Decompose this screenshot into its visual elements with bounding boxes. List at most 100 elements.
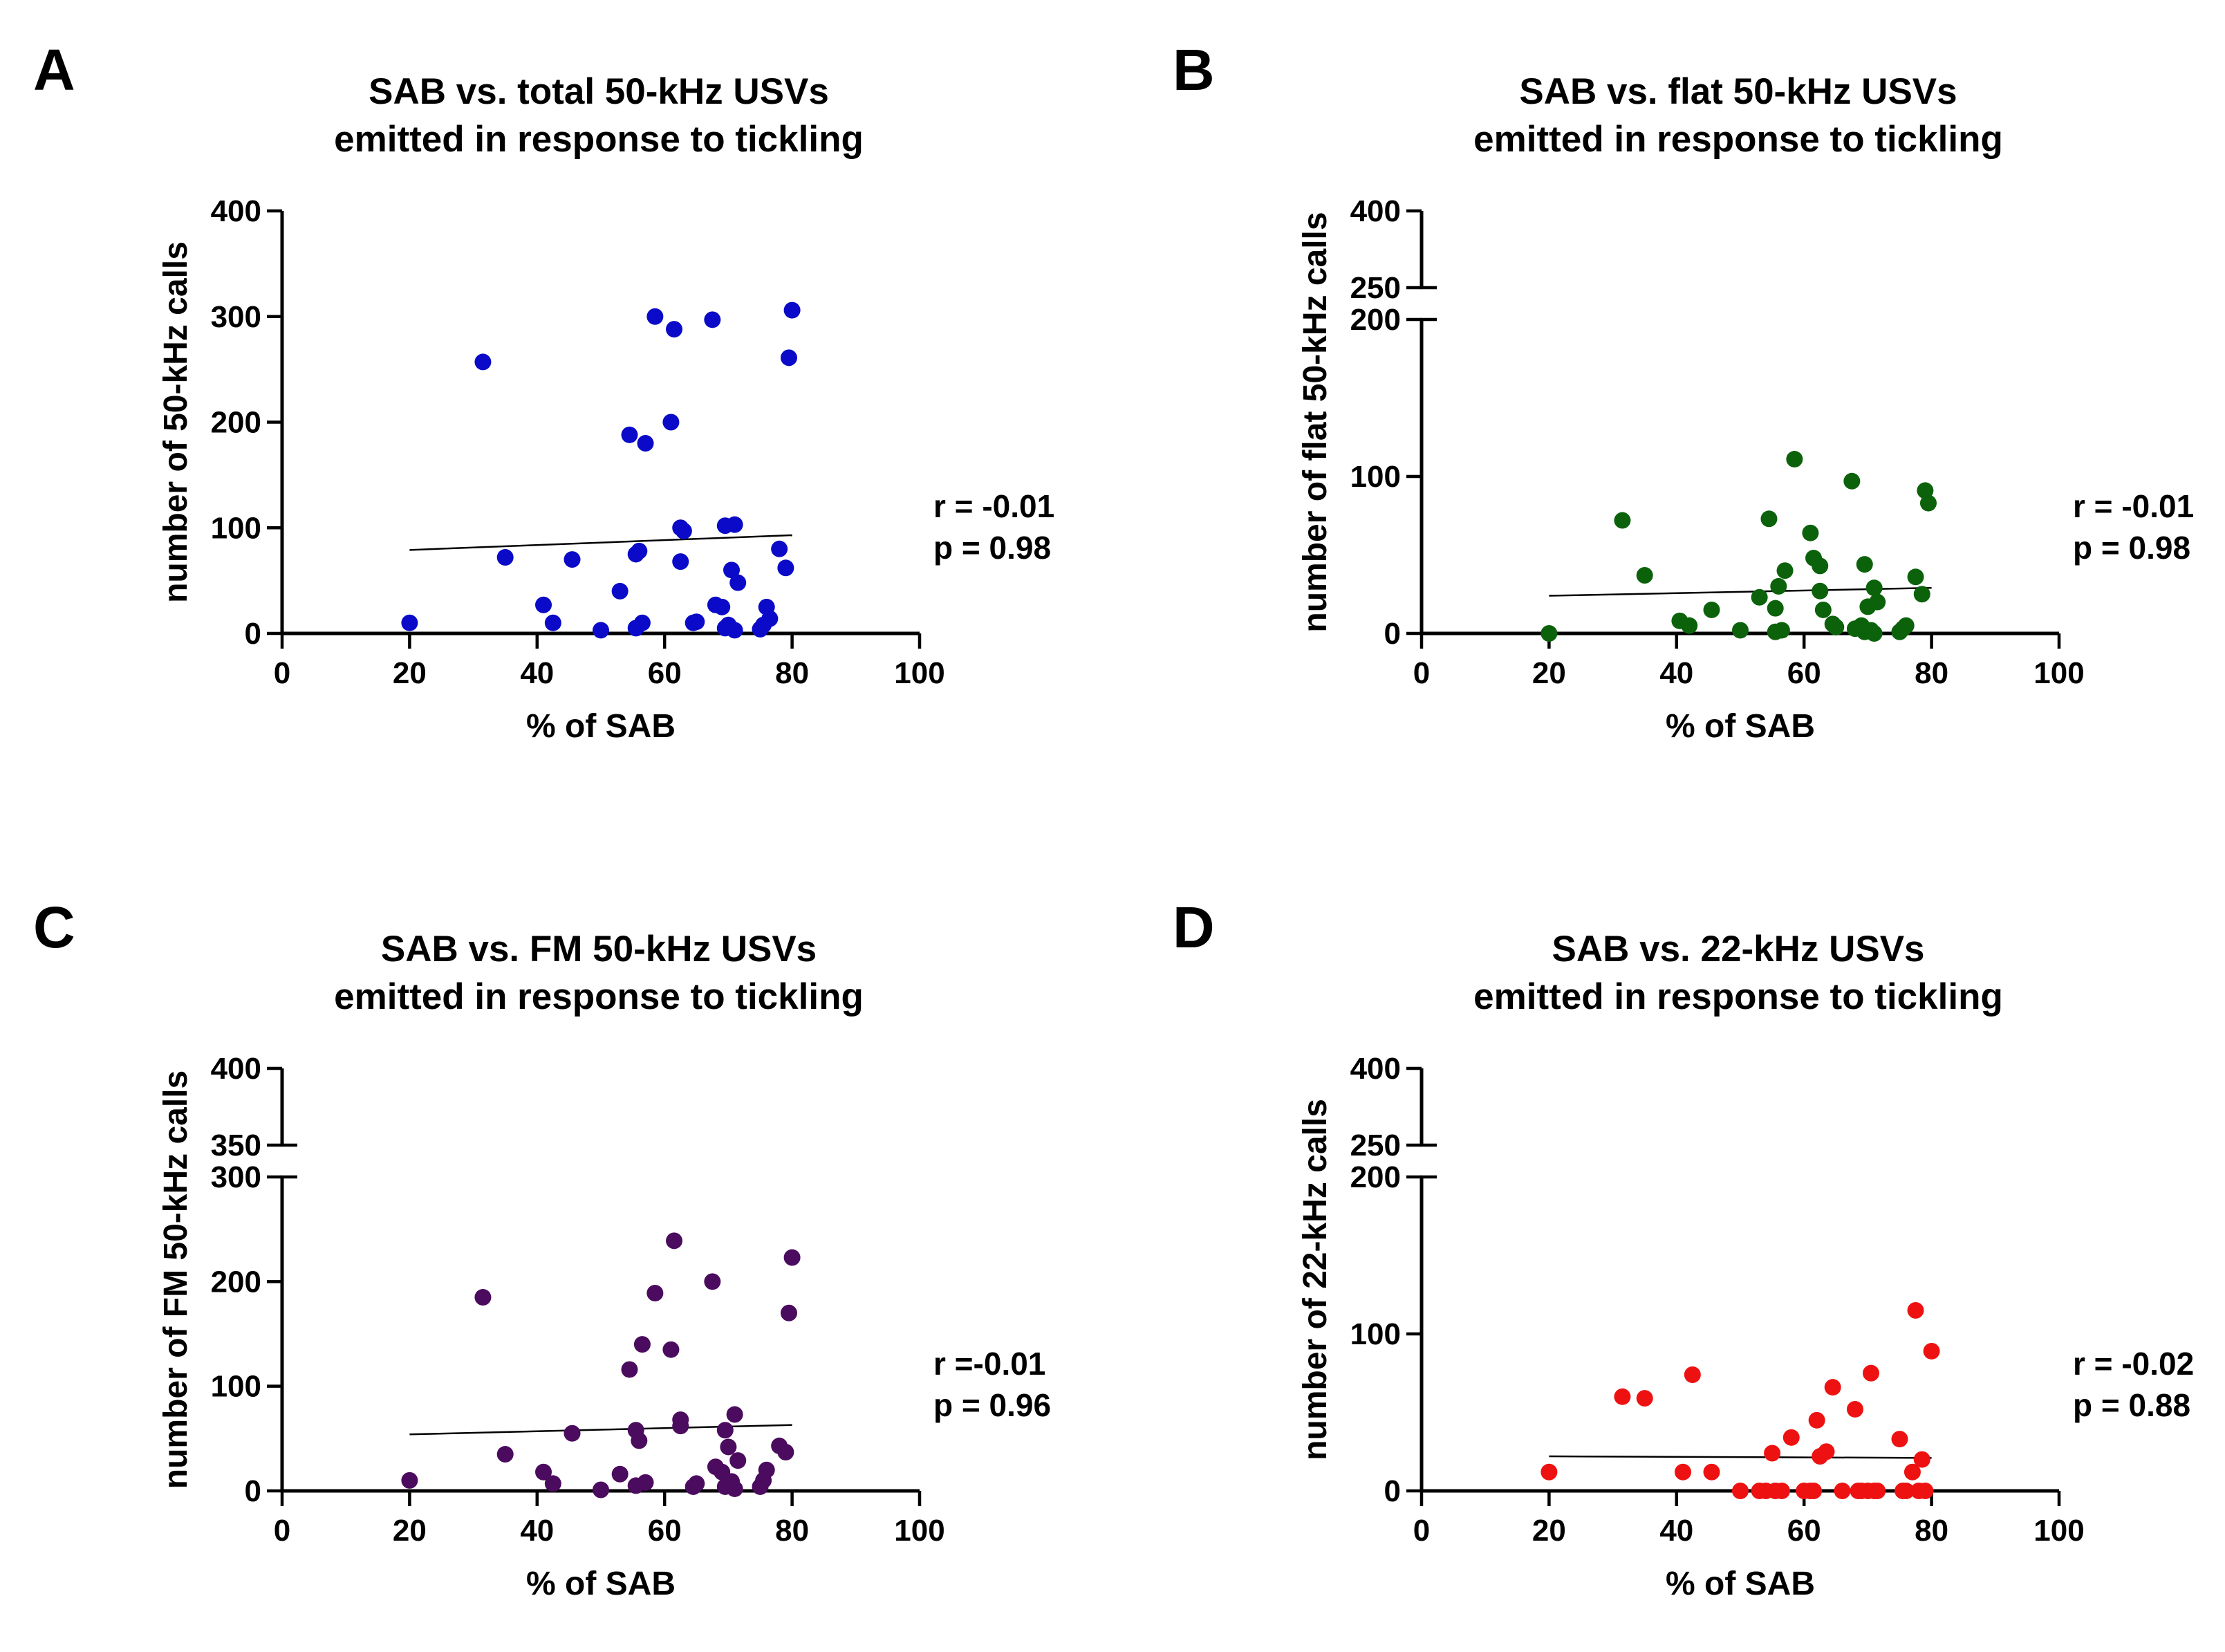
data-point — [662, 1341, 680, 1358]
data-point — [646, 308, 664, 325]
data-point — [646, 1284, 664, 1301]
data-point — [1802, 524, 1819, 541]
y-axis-label: number of FM 50-kHz calls — [158, 1070, 194, 1489]
y-tick-label: 350 — [211, 1129, 261, 1162]
data-point — [544, 614, 561, 631]
data-point — [688, 613, 705, 631]
data-point — [1636, 1390, 1653, 1407]
x-tick-label: 80 — [775, 656, 809, 690]
y-tick-label: 400 — [1350, 1052, 1401, 1086]
x-tick-label: 100 — [2033, 1514, 2084, 1548]
data-point — [1917, 1483, 1934, 1499]
data-point — [1897, 617, 1915, 634]
data-point — [1913, 586, 1930, 603]
x-tick-label: 0 — [1413, 656, 1430, 690]
data-point — [714, 598, 731, 615]
data-point — [474, 1289, 492, 1306]
data-point — [535, 1463, 552, 1481]
stat-r: r = -0.01 — [2073, 488, 2194, 524]
panel-c: C SAB vs. FM 50-kHz USVs emitted in respon… — [33, 895, 1051, 1602]
y-tick-label: 100 — [211, 1370, 261, 1404]
panel-b: B SAB vs. flat 50-kHz USVs emitted in resp… — [1173, 37, 2194, 745]
data-point — [1834, 1483, 1851, 1499]
x-tick-label: 0 — [274, 656, 290, 690]
data-point — [761, 610, 779, 627]
data-point — [401, 614, 418, 631]
chart-title-line-1: SAB vs. flat 50-kHz USVs — [1519, 71, 1957, 112]
data-point — [1814, 601, 1832, 618]
data-point — [1805, 1483, 1823, 1499]
data-point — [496, 1446, 514, 1463]
data-point — [1760, 510, 1778, 528]
data-point — [1636, 567, 1653, 584]
data-point — [716, 1422, 734, 1439]
data-point — [1675, 1463, 1692, 1481]
regression-line — [1549, 1455, 1932, 1459]
stat-p: p = 0.88 — [2073, 1387, 2190, 1423]
panel-a: A SAB vs. total 50-kHz USVs emitted in res… — [33, 37, 1054, 745]
panel-letter: B — [1173, 37, 1215, 102]
data-point — [1917, 482, 1934, 499]
chart-title-line-2: emitted in response to tickling — [334, 976, 864, 1017]
y-tick-label: 0 — [245, 1474, 261, 1508]
y-tick-label: 0 — [1384, 1474, 1401, 1508]
data-point — [1751, 588, 1768, 606]
x-tick-label: 40 — [520, 1514, 554, 1548]
y-tick-label: 250 — [1350, 1129, 1401, 1162]
data-point — [1540, 625, 1558, 642]
data-point — [783, 301, 801, 319]
regression-line — [409, 1424, 792, 1436]
data-point — [564, 551, 581, 568]
data-point — [1614, 1388, 1631, 1405]
x-axis-label: % of SAB — [1666, 708, 1815, 745]
x-tick-label: 80 — [775, 1514, 809, 1548]
x-axis-label: % of SAB — [526, 708, 676, 745]
data-point — [1614, 512, 1631, 529]
x-tick-label: 60 — [1787, 656, 1821, 690]
chart-title-line-1: SAB vs. total 50-kHz USVs — [369, 71, 829, 112]
data-point — [726, 1480, 743, 1497]
data-point — [720, 1438, 737, 1456]
data-point — [1903, 1463, 1921, 1481]
data-point — [1907, 1301, 1924, 1319]
data-point — [1808, 1411, 1825, 1429]
data-point — [621, 426, 638, 443]
data-point — [544, 1475, 561, 1492]
data-point — [1869, 593, 1886, 611]
data-point — [633, 614, 651, 631]
data-point — [672, 553, 689, 570]
data-point — [1827, 618, 1845, 635]
x-tick-label: 40 — [520, 656, 554, 690]
regression-line — [409, 534, 792, 551]
x-tick-label: 80 — [1915, 656, 1948, 690]
data-point — [1812, 557, 1829, 575]
data-point — [723, 562, 741, 579]
data-point — [593, 1481, 609, 1498]
x-tick-label: 80 — [1915, 1514, 1948, 1548]
data-point — [662, 414, 680, 431]
y-tick-label: 250 — [1350, 271, 1401, 305]
y-tick-label: 100 — [1350, 460, 1401, 494]
data-point — [637, 1474, 654, 1491]
x-tick-label: 60 — [648, 656, 682, 690]
data-point — [1540, 1463, 1558, 1481]
x-tick-label: 60 — [648, 1514, 682, 1548]
data-point — [631, 1432, 648, 1449]
data-point — [704, 311, 721, 328]
data-point — [780, 349, 797, 366]
data-point — [1776, 562, 1794, 579]
data-point — [1869, 1483, 1886, 1499]
data-point — [777, 1444, 794, 1461]
stat-r: r = -0.02 — [2073, 1346, 2194, 1382]
panel-letter: A — [33, 37, 75, 102]
data-point — [729, 1452, 747, 1469]
data-point — [1770, 577, 1787, 595]
data-point — [1897, 1483, 1915, 1499]
x-tick-label: 0 — [274, 1514, 290, 1548]
y-tick-label: 100 — [211, 511, 261, 545]
stat-r: r = -0.01 — [933, 488, 1054, 524]
data-point — [401, 1472, 418, 1489]
y-tick-label: 200 — [1350, 303, 1401, 337]
data-point — [729, 574, 747, 591]
